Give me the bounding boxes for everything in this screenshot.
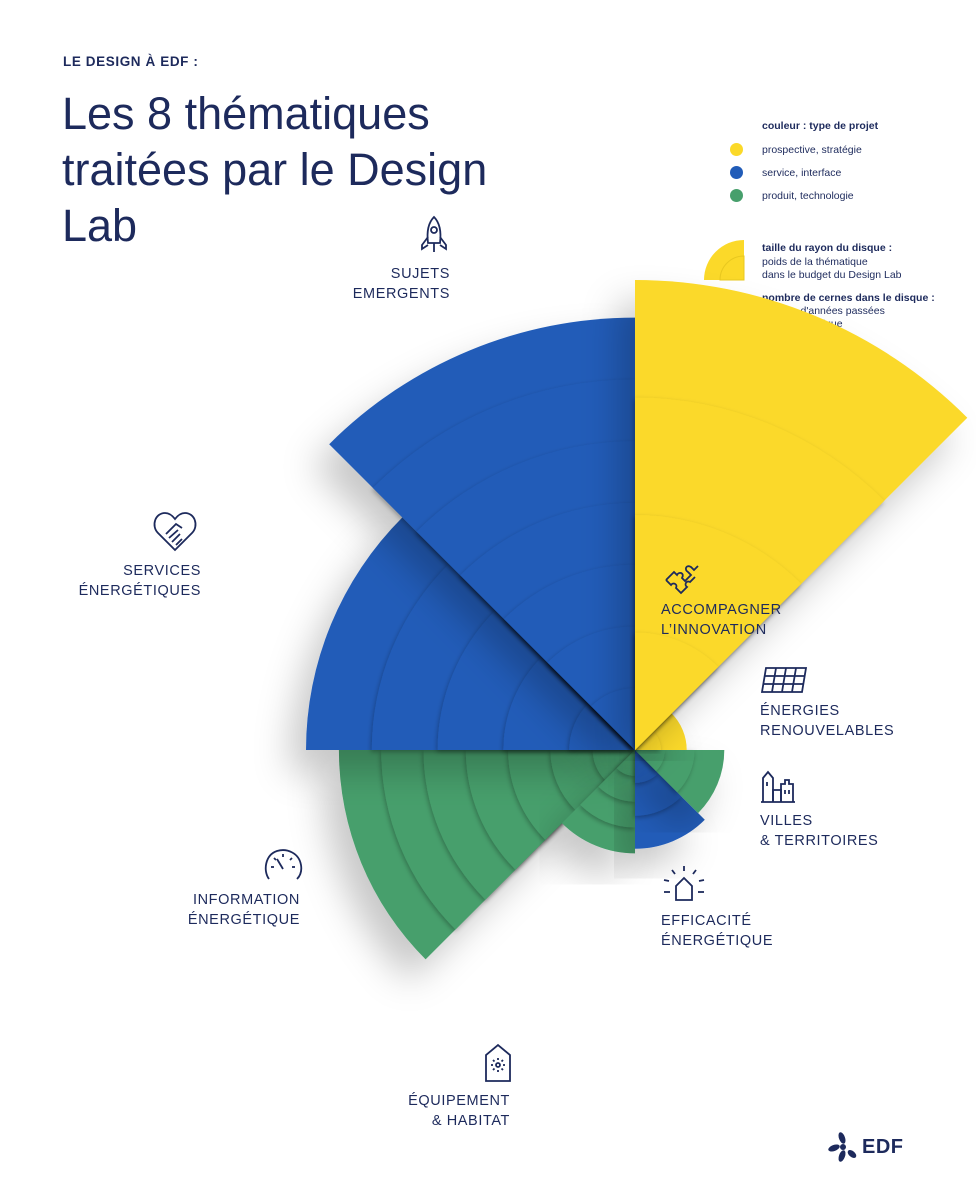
sector-sujets-emergents bbox=[635, 280, 968, 750]
edf-logo-text: EDF bbox=[862, 1136, 904, 1158]
legend-rings-title: nombre de cernes dans le disque : bbox=[762, 292, 935, 304]
solar-panel-icon bbox=[760, 667, 808, 693]
city-icon bbox=[761, 770, 795, 803]
sector-ring bbox=[635, 750, 665, 771]
sector-ring bbox=[592, 750, 635, 780]
sector-accompagner-l-innovation bbox=[635, 713, 687, 750]
sector-efficacit-nerg-tique bbox=[561, 750, 635, 854]
puzzle-icon bbox=[665, 565, 699, 595]
gauge-icon bbox=[264, 849, 303, 880]
label-energies-renouvelables: ÉNERGIES RENOUVELABLES bbox=[760, 703, 895, 739]
label-sujets-emergents: SUJETS EMERGENTS bbox=[352, 266, 450, 302]
label-information-energetique: INFORMATION ÉNERGÉTIQUE bbox=[187, 892, 300, 928]
sector-services-nerg-tiques bbox=[329, 317, 635, 750]
sector-ring bbox=[591, 688, 635, 750]
building-icon bbox=[485, 1043, 511, 1082]
legend-label-service: service, interface bbox=[762, 167, 842, 179]
label-equipement-habitat: ÉQUIPEMENT & HABITAT bbox=[408, 1093, 510, 1129]
sector--quipement-habitat bbox=[338, 750, 635, 960]
sector--nergies-renouvelables bbox=[635, 750, 725, 814]
sector-ring bbox=[616, 750, 635, 776]
house-light-icon bbox=[663, 866, 705, 901]
handshake-icon bbox=[153, 512, 197, 552]
sector-ring bbox=[635, 632, 719, 750]
label-villes-territoires: VILLES & TERRITOIRES bbox=[760, 813, 879, 849]
legend-dot-produit bbox=[730, 189, 743, 202]
legend-radius-text-2: dans le budget du Design Lab bbox=[762, 269, 902, 281]
legend-quarter-disc-icon bbox=[704, 240, 745, 281]
edf-flower-icon bbox=[828, 1132, 857, 1162]
page-title: Les 8 thématiques traitées par le Design… bbox=[62, 88, 488, 251]
legend-radius-text-1: poids de la thématique bbox=[762, 256, 868, 268]
sector-information-nerg-tique bbox=[306, 517, 635, 750]
edf-logo bbox=[828, 1132, 857, 1162]
sector-ring bbox=[635, 731, 661, 750]
label-accompagner-innovation: ACCOMPAGNER L’INNOVATION bbox=[661, 602, 782, 638]
legend-label-prospective: prospective, stratégie bbox=[762, 144, 862, 156]
sector-ring bbox=[635, 750, 659, 783]
kicker: LE DESIGN À EDF : bbox=[63, 54, 199, 69]
legend-radius-title: taille du rayon du disque : bbox=[762, 242, 893, 254]
label-services-energetiques: SERVICES ÉNERGÉTIQUES bbox=[78, 563, 201, 599]
sector-villes-territoires bbox=[635, 750, 705, 849]
legend-label-produit: produit, technologie bbox=[762, 190, 854, 202]
legend-dot-prospective bbox=[730, 143, 743, 156]
sector-ring bbox=[569, 703, 635, 750]
legend-dot-service bbox=[730, 166, 743, 179]
legend-color-title: couleur : type de projet bbox=[762, 120, 879, 132]
rocket-icon bbox=[421, 215, 447, 252]
label-efficacite-energetique: EFFICACITÉ ÉNERGÉTIQUE bbox=[661, 913, 774, 949]
